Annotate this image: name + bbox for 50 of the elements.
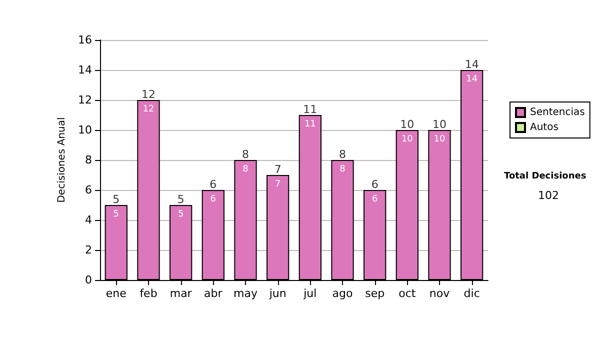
y-tick-label: 6 — [85, 184, 92, 196]
total-label: 7 — [274, 163, 282, 176]
x-tick-label: mar — [170, 287, 192, 300]
data-label: 5 — [178, 210, 184, 220]
total-label: 10 — [400, 118, 414, 131]
text: 102 — [538, 189, 559, 202]
x-tick-label: abr — [204, 287, 223, 300]
data-label: 14 — [466, 74, 478, 84]
x-tick-label: jun — [268, 287, 286, 300]
legend-label: Sentencias — [530, 107, 585, 118]
x-tick-label: nov — [429, 287, 450, 300]
data-label: 6 — [210, 194, 216, 204]
y-axis-title: Decisiones Anual — [56, 117, 68, 203]
data-label: 7 — [274, 180, 281, 190]
x-tick-label: dic — [464, 287, 480, 300]
data-label: 10 — [401, 134, 414, 144]
y-tick-label: 0 — [85, 274, 92, 286]
data-label: 12 — [142, 104, 154, 114]
data-label: 5 — [113, 210, 120, 220]
x-tick-label: may — [234, 287, 258, 300]
x-tick-label: sep — [365, 287, 385, 300]
total-label: 5 — [177, 193, 184, 206]
y-tick-label: 14 — [78, 64, 92, 76]
total-label: 14 — [464, 58, 479, 71]
total-label: 12 — [142, 88, 156, 101]
legend-label: Autos — [530, 122, 558, 133]
x-tick-label: feb — [140, 287, 158, 300]
total-label: 10 — [432, 118, 446, 131]
x-tick-label: ene — [106, 287, 127, 300]
data-label: 6 — [372, 194, 378, 204]
y-tick-label: 12 — [78, 94, 92, 106]
x-tick-label: ago — [332, 287, 353, 300]
data-label: 10 — [434, 134, 446, 144]
text: Total Decisiones — [504, 172, 586, 182]
total-label: 11 — [303, 103, 318, 116]
total-label: 6 — [210, 178, 217, 191]
y-tick-label: 4 — [85, 214, 92, 226]
total-label: 6 — [371, 178, 378, 191]
data-label: 8 — [242, 164, 249, 174]
y-tick-label: 2 — [85, 244, 92, 256]
total-label: 8 — [339, 148, 346, 161]
data-label: 11 — [304, 120, 316, 130]
total-label: 8 — [242, 148, 249, 161]
x-tick-label: oct — [398, 287, 416, 300]
x-tick-label: jul — [302, 287, 317, 300]
data-label: 8 — [340, 164, 346, 174]
y-tick-label: 10 — [78, 124, 92, 136]
total-label: 5 — [112, 193, 120, 206]
y-tick-label: 8 — [85, 154, 92, 166]
y-tick-label: 16 — [78, 34, 92, 46]
